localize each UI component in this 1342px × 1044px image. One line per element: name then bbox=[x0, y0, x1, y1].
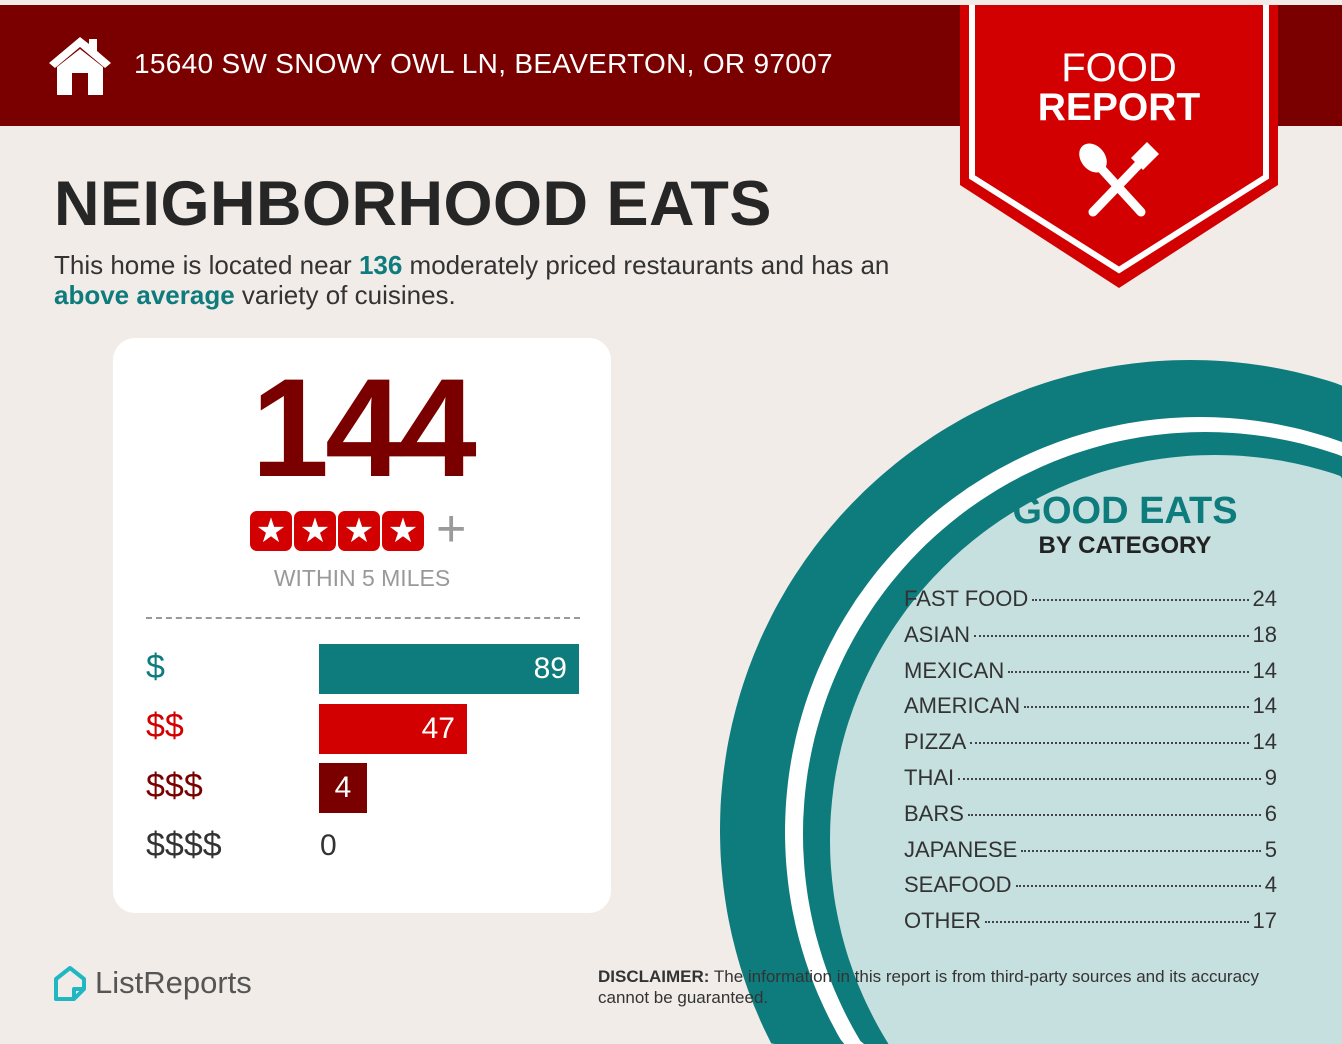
plate-center bbox=[830, 455, 1342, 1044]
spoon-fork-icon bbox=[1079, 142, 1159, 217]
category-count: 14 bbox=[1252, 657, 1277, 683]
category-name: ASIAN bbox=[904, 621, 971, 647]
top-strip bbox=[0, 0, 1342, 5]
badge-line1: FOOD bbox=[1061, 46, 1177, 90]
leader-dots bbox=[1015, 885, 1261, 888]
category-count: 14 bbox=[1252, 693, 1277, 719]
star-icon: ★ bbox=[250, 511, 292, 551]
category-row: FAST FOOD 24 bbox=[904, 586, 1277, 612]
category-row: SEAFOOD 4 bbox=[904, 872, 1277, 898]
category-name: SEAFOOD bbox=[904, 872, 1012, 898]
category-row: OTHER 17 bbox=[904, 908, 1277, 934]
category-name: FAST FOOD bbox=[904, 586, 1029, 611]
category-count: 17 bbox=[1252, 908, 1277, 934]
category-name: OTHER bbox=[904, 908, 981, 934]
category-count: 4 bbox=[1264, 872, 1277, 898]
badge-line2: REPORT bbox=[1037, 86, 1201, 129]
price-bar-2: 47 bbox=[319, 704, 467, 754]
listreports-logo-icon bbox=[54, 966, 86, 1001]
price-label-4: $$$$ bbox=[146, 826, 222, 864]
divider bbox=[146, 617, 580, 619]
category-name: JAPANESE bbox=[904, 836, 1018, 862]
brand-name: ListReports bbox=[95, 965, 252, 1000]
leader-dots bbox=[1021, 849, 1261, 852]
leader-dots bbox=[1008, 670, 1249, 673]
leader-dots bbox=[985, 921, 1249, 924]
category-row: BARS 6 bbox=[904, 801, 1277, 827]
category-row: PIZZA 14 bbox=[904, 729, 1277, 755]
leader-dots bbox=[1032, 599, 1249, 601]
category-row: THAI 9 bbox=[904, 765, 1277, 791]
food-report-badge bbox=[960, 5, 1278, 288]
rating-stars: ★ ★ ★ ★ bbox=[250, 511, 424, 551]
category-row: AMERICAN 14 bbox=[904, 693, 1277, 719]
leader-dots bbox=[1024, 706, 1249, 709]
page-title: NEIGHBORHOOD EATS bbox=[54, 169, 772, 239]
price-label-2: $$ bbox=[146, 707, 184, 745]
category-count: 5 bbox=[1264, 836, 1277, 862]
disclaimer: DISCLAIMER: The information in this repo… bbox=[598, 967, 1260, 1007]
radius-label: WITHIN 5 MILES bbox=[273, 565, 451, 591]
price-bar-3: 4 bbox=[319, 763, 367, 813]
category-name: PIZZA bbox=[904, 729, 967, 755]
home-icon bbox=[49, 37, 111, 95]
category-row: ASIAN 18 bbox=[904, 622, 1277, 648]
star-icon: ★ bbox=[338, 511, 380, 551]
category-count: 14 bbox=[1252, 729, 1277, 755]
total-restaurants: 144 bbox=[251, 349, 477, 506]
category-name: MEXICAN bbox=[904, 657, 1005, 683]
category-name: AMERICAN bbox=[904, 693, 1021, 719]
intro-text: This home is located near 136 moderately… bbox=[54, 250, 890, 310]
star-icon: ★ bbox=[382, 511, 424, 551]
leader-dots bbox=[958, 778, 1261, 780]
rating-plus: + bbox=[436, 500, 467, 558]
price-label-3: $$$ bbox=[146, 767, 203, 805]
restaurant-count: 136 bbox=[358, 250, 403, 280]
category-count: 6 bbox=[1264, 800, 1277, 826]
price-bar-1: 89 bbox=[319, 644, 579, 694]
category-name: BARS bbox=[904, 800, 964, 826]
price-count-4: 0 bbox=[320, 829, 337, 862]
category-count: 18 bbox=[1252, 621, 1277, 647]
address: 15640 SW SNOWY OWL LN, BEAVERTON, OR 970… bbox=[134, 48, 833, 79]
category-count: 24 bbox=[1252, 586, 1277, 611]
summary-card: 144 bbox=[113, 338, 611, 913]
category-name: THAI bbox=[904, 765, 955, 790]
categories-subtitle: BY CATEGORY bbox=[1038, 532, 1212, 559]
star-icon: ★ bbox=[294, 511, 336, 551]
category-row: JAPANESE 5 bbox=[904, 837, 1277, 863]
category-row: MEXICAN 14 bbox=[904, 658, 1277, 684]
variety-rating: above average bbox=[54, 280, 235, 310]
categories-title: GOOD EATS bbox=[1012, 490, 1238, 532]
leader-dots bbox=[970, 742, 1249, 745]
price-label-1: $ bbox=[146, 648, 165, 686]
category-count: 9 bbox=[1264, 765, 1277, 790]
leader-dots bbox=[967, 813, 1261, 816]
leader-dots bbox=[974, 634, 1249, 637]
